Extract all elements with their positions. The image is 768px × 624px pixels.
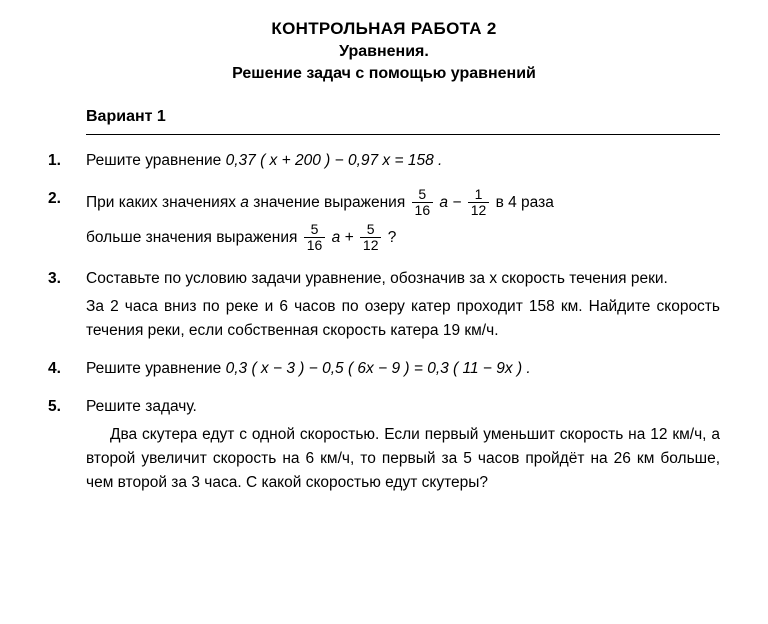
problem-number: 4. [48, 357, 86, 381]
expr: a − [435, 194, 466, 211]
title-line-2: Уравнения. [48, 41, 720, 63]
variant-heading: Вариант 1 [86, 108, 720, 130]
fraction: 516 [304, 222, 326, 252]
problem-2: 2. При каких значениях a значение выраже… [48, 187, 720, 257]
divider [86, 134, 720, 135]
problem-text: Решите уравнение [86, 360, 226, 377]
text: в 4 раза [496, 194, 554, 211]
text: значение выражения [249, 194, 410, 211]
text: За 2 часа вниз по реке и 6 часов по озер… [86, 295, 720, 343]
problem-body: Решите уравнение 0,3 ( x − 3 ) − 0,5 ( 6… [86, 357, 720, 385]
fraction: 516 [412, 187, 434, 217]
problem-number: 5. [48, 395, 86, 419]
problem-body: При каких значениях a значение выражения… [86, 187, 720, 257]
problem-body: Решите уравнение 0,37 ( x + 200 ) − 0,97… [86, 149, 720, 177]
problem-3: 3. Составьте по условию задачи уравнение… [48, 267, 720, 347]
problem-text: Решите уравнение [86, 152, 226, 169]
fraction: 512 [360, 222, 382, 252]
text: Составьте по условию задачи уравнение, о… [86, 267, 720, 291]
problem-1: 1. Решите уравнение 0,37 ( x + 200 ) − 0… [48, 149, 720, 177]
problem-body: Решите задачу. Два скутера едут с одной … [86, 395, 720, 499]
var-a: a [240, 194, 249, 211]
problem-5: 5. Решите задачу. Два скутера едут с одн… [48, 395, 720, 499]
text: При каких значениях [86, 194, 240, 211]
equation: 0,37 ( x + 200 ) − 0,97 x = 158 . [226, 152, 443, 169]
expr: a + [327, 229, 358, 246]
title-line-3: Решение задач с помощью уравнений [48, 63, 720, 85]
problem-text: Два скутера едут с одной скоростью. Если… [86, 423, 720, 495]
problem-number: 3. [48, 267, 86, 291]
problem-body: Составьте по условию задачи уравнение, о… [86, 267, 720, 347]
worksheet-page: КОНТРОЛЬНАЯ РАБОТА 2 Уравнения. Решение … [0, 0, 768, 499]
problem-number: 2. [48, 187, 86, 211]
problem-number: 1. [48, 149, 86, 173]
problem-head: Решите задачу. [86, 395, 720, 419]
text: больше значения выражения [86, 229, 302, 246]
problem-4: 4. Решите уравнение 0,3 ( x − 3 ) − 0,5 … [48, 357, 720, 385]
equation: 0,3 ( x − 3 ) − 0,5 ( 6x − 9 ) = 0,3 ( 1… [226, 360, 531, 377]
problem-list: 1. Решите уравнение 0,37 ( x + 200 ) − 0… [48, 149, 720, 499]
text: ? [383, 229, 396, 246]
title-line-1: КОНТРОЛЬНАЯ РАБОТА 2 [48, 18, 720, 41]
fraction: 112 [468, 187, 490, 217]
title-block: КОНТРОЛЬНАЯ РАБОТА 2 Уравнения. Решение … [48, 18, 720, 84]
